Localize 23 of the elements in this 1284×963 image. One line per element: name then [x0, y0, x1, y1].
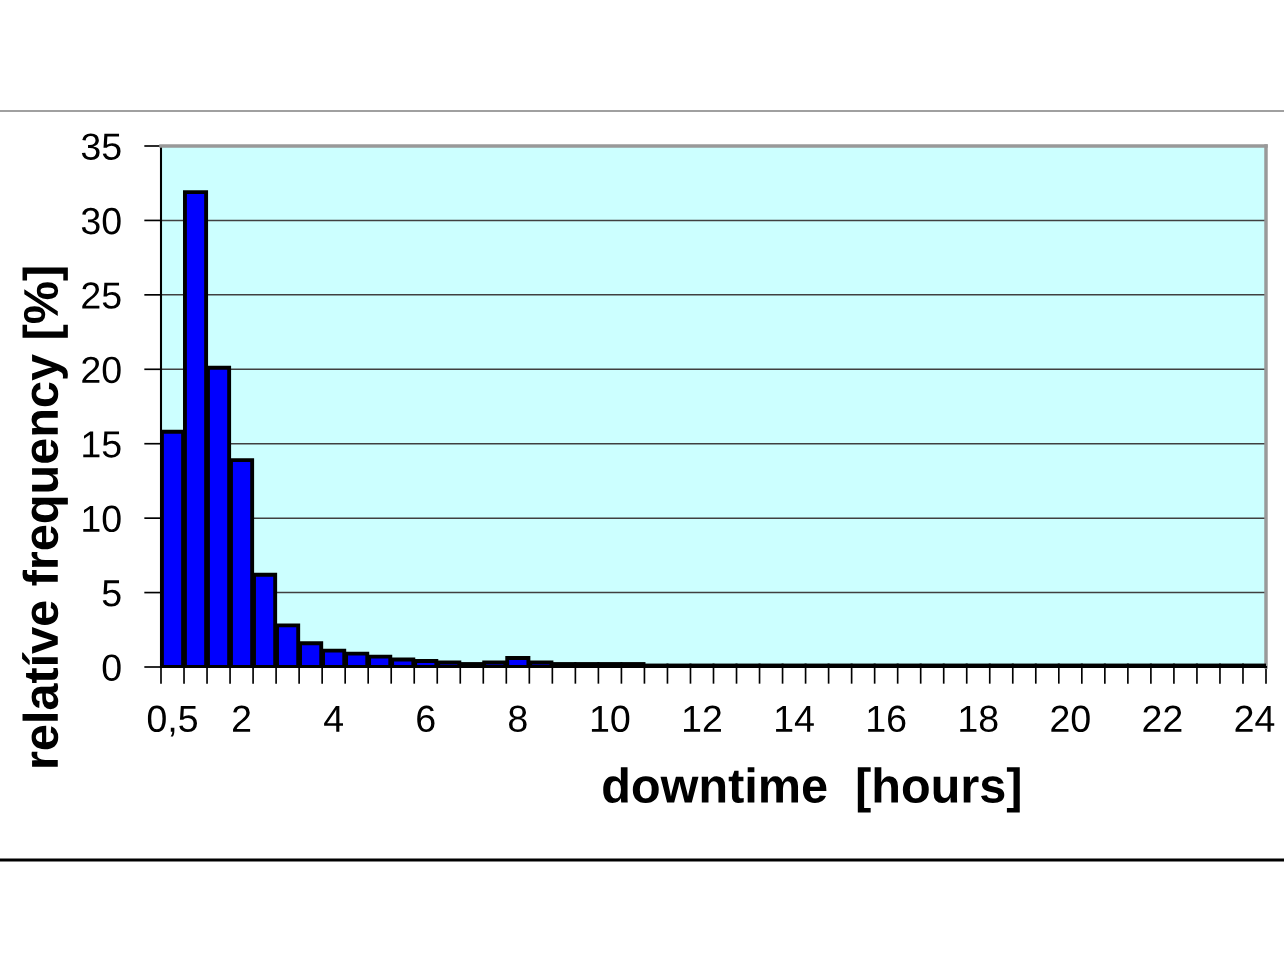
x-tick-label: 24	[1235, 705, 1275, 732]
y-tick-label: 15	[83, 431, 121, 458]
x-tick-label: 12	[684, 705, 721, 732]
x-axis-title: downtime [hours]	[603, 767, 1020, 813]
y-tick-label: 0	[102, 654, 121, 681]
x-tick-label: 14	[776, 705, 814, 732]
y-tick-label: 30	[81, 207, 121, 235]
x-tick-label: 20	[1051, 705, 1090, 733]
y-tick-label: 10	[83, 505, 121, 533]
x-tick-label: 16	[868, 705, 906, 733]
x-tick-label: 6	[417, 705, 435, 733]
y-tick-label: 25	[82, 282, 121, 309]
y-tick-label: 35	[81, 133, 121, 160]
y-axis-title: relatíve frequency [%]	[22, 267, 68, 767]
y-tick-label: 20	[82, 356, 121, 384]
x-tick-label: 22	[1143, 705, 1182, 732]
x-tick-label: 8	[509, 705, 527, 733]
y-tick-label: 5	[102, 580, 121, 607]
x-tick-label: 0,5	[147, 705, 198, 737]
x-tick-label: 10	[591, 705, 630, 733]
x-tick-label: 4	[324, 705, 343, 732]
x-tick-label: 2	[233, 705, 251, 732]
x-tick-label: 18	[960, 705, 998, 733]
